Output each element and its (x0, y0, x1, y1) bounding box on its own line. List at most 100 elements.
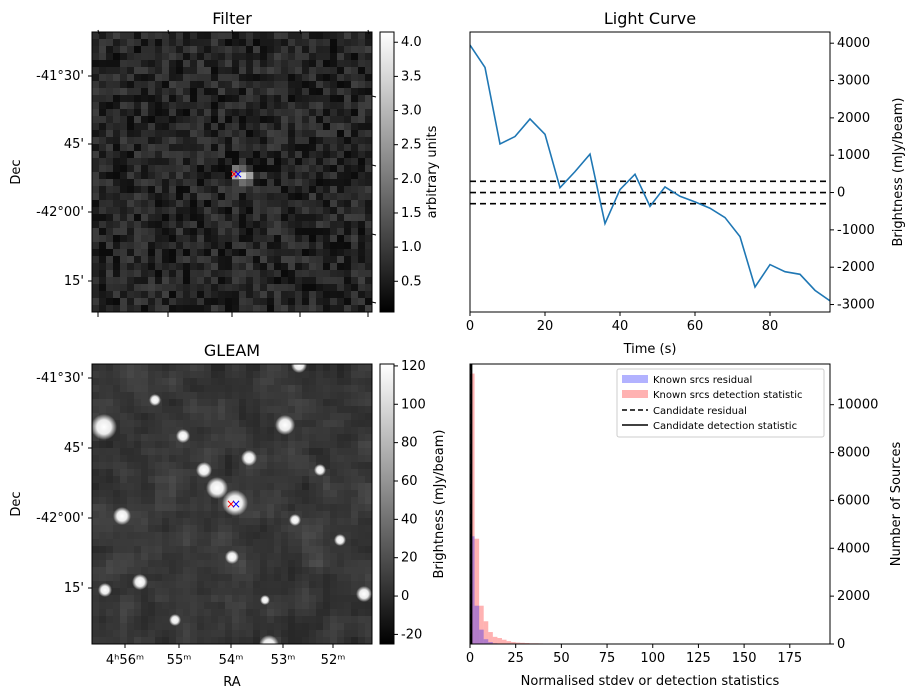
filter-pixel (302, 60, 310, 68)
histogram-bar (520, 642, 525, 644)
gleam-pixel (267, 616, 275, 624)
filter-pixel (134, 221, 142, 229)
filter-pixel (141, 284, 149, 292)
gleam-pixel (190, 525, 198, 533)
filter-pixel (211, 144, 219, 152)
gleam-pixel (225, 539, 233, 547)
gleam-pixel (246, 371, 254, 379)
filter-pixel (323, 95, 331, 103)
gleam-pixel (190, 420, 198, 428)
filter-pixel (365, 256, 373, 264)
filter-pixel (323, 67, 331, 75)
filter-pixel (134, 235, 142, 243)
gleam-pixel (260, 476, 268, 484)
gleam-pixel (267, 623, 275, 631)
gleam-pixel (141, 504, 149, 512)
filter-pixel (176, 235, 184, 243)
filter-pixel (211, 88, 219, 96)
gleam-pixel (190, 616, 198, 624)
gleam-pixel (106, 490, 114, 498)
gleam-pixel (351, 469, 359, 477)
filter-pixel (288, 165, 296, 173)
filter-pixel (316, 256, 324, 264)
gleam-pixel (358, 406, 366, 414)
gleam-pixel (344, 511, 352, 519)
gleam-pixel (344, 560, 352, 568)
gleam-pixel (183, 441, 191, 449)
filter-pixel (162, 298, 170, 306)
gleam-pixel (148, 616, 156, 624)
filter-pixel (281, 305, 289, 313)
gleam-pixel (169, 546, 177, 554)
gleam-pixel (239, 476, 247, 484)
gleam-pixel (99, 553, 107, 561)
filter-pixel (106, 81, 114, 89)
filter-pixel (134, 53, 142, 61)
gleam-source (132, 574, 148, 590)
gleam-pixel (141, 413, 149, 421)
gleam-pixel (155, 637, 163, 644)
gleam-pixel (134, 532, 142, 540)
filter-pixel (218, 144, 226, 152)
filter-pixel (358, 298, 366, 306)
filter-pixel (225, 207, 233, 215)
filter-pixel (204, 172, 212, 180)
filter-pixel (344, 81, 352, 89)
filter-pixel (365, 263, 373, 271)
filter-pixel (253, 130, 261, 138)
filter-pixel (309, 256, 317, 264)
filter-pixel (92, 256, 100, 264)
gleam-pixel (120, 546, 128, 554)
gleam-pixel (246, 392, 254, 400)
gleam-pixel (351, 609, 359, 617)
gleam-pixel (211, 588, 219, 596)
gleam-pixel (281, 462, 289, 470)
gleam-pixel (281, 378, 289, 386)
filter-pixel (197, 137, 205, 145)
filter-pixel (351, 242, 359, 250)
filter-pixel (141, 172, 149, 180)
filter-pixel (309, 214, 317, 222)
gleam-pixel (204, 420, 212, 428)
gleam-pixel (197, 623, 205, 631)
gleam-pixel (99, 399, 107, 407)
filter-pixel (183, 95, 191, 103)
gleam-pixel (225, 602, 233, 610)
filter-top-tick (97, 29, 100, 35)
filter-pixel (204, 88, 212, 96)
lightcurve-y-tick-label: 4000 (837, 36, 870, 51)
filter-pixel (225, 158, 233, 166)
filter-pixel (316, 116, 324, 124)
gleam-pixel (106, 553, 114, 561)
gleam-pixel (274, 371, 282, 379)
gleam-pixel (225, 371, 233, 379)
gleam-pixel (267, 462, 275, 470)
gleam-pixel (337, 455, 345, 463)
gleam-pixel (246, 385, 254, 393)
filter-pixel (134, 81, 142, 89)
filter-pixel (134, 207, 142, 215)
filter-pixel (316, 165, 324, 173)
filter-pixel (218, 207, 226, 215)
filter-pixel (323, 32, 331, 40)
filter-pixel (204, 151, 212, 159)
filter-pixel (281, 200, 289, 208)
filter-pixel (106, 123, 114, 131)
filter-pixel (330, 221, 338, 229)
gleam-pixel (148, 553, 156, 561)
filter-pixel (169, 235, 177, 243)
gleam-pixel (330, 434, 338, 442)
filter-pixel (211, 172, 219, 180)
filter-pixel (162, 221, 170, 229)
gleam-pixel (323, 637, 331, 644)
filter-pixel (260, 179, 268, 187)
gleam-pixel (92, 364, 100, 372)
filter-pixel (162, 284, 170, 292)
gleam-pixel (176, 532, 184, 540)
filter-pixel (232, 32, 240, 40)
filter-pixel (344, 67, 352, 75)
gleam-pixel (253, 539, 261, 547)
filter-pixel (225, 81, 233, 89)
